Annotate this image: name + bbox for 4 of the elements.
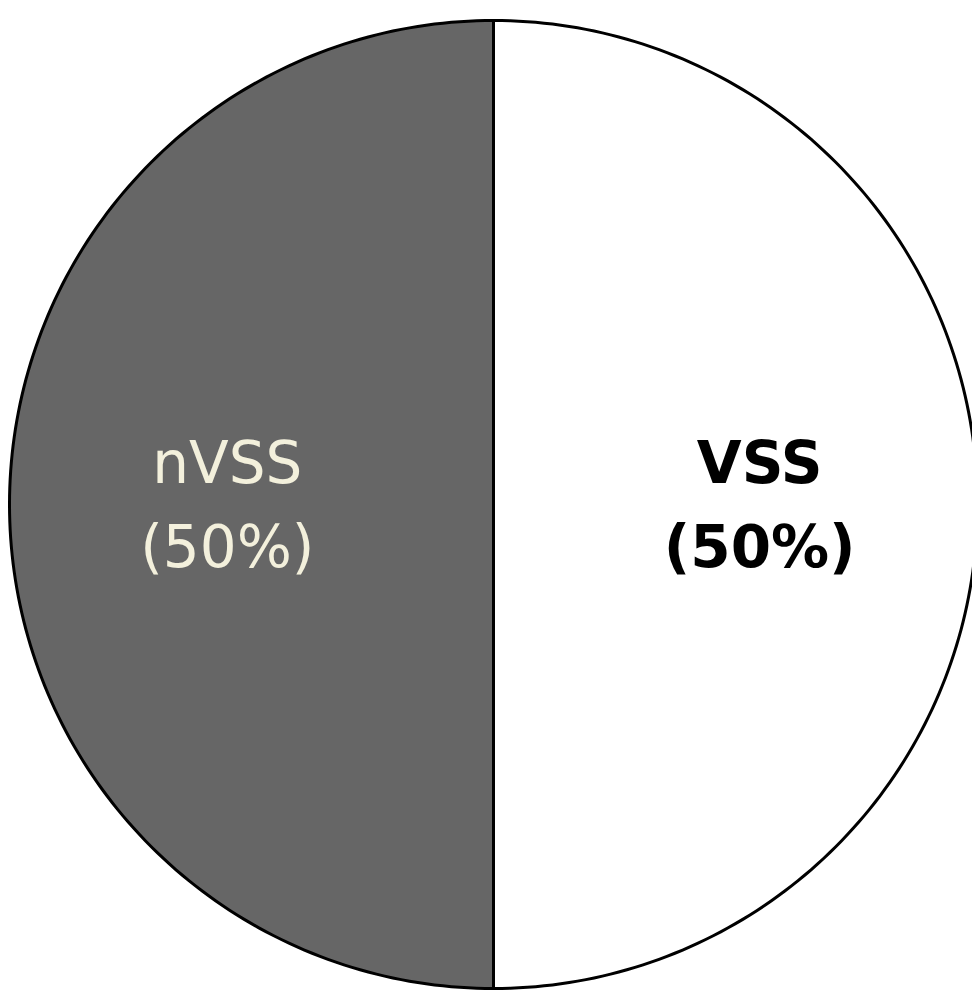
- data-label: (50%): [140, 512, 315, 581]
- slice-label: VSS: [696, 428, 823, 497]
- slice-label: nVSS: [152, 428, 303, 497]
- data-label: (50%): [663, 512, 856, 581]
